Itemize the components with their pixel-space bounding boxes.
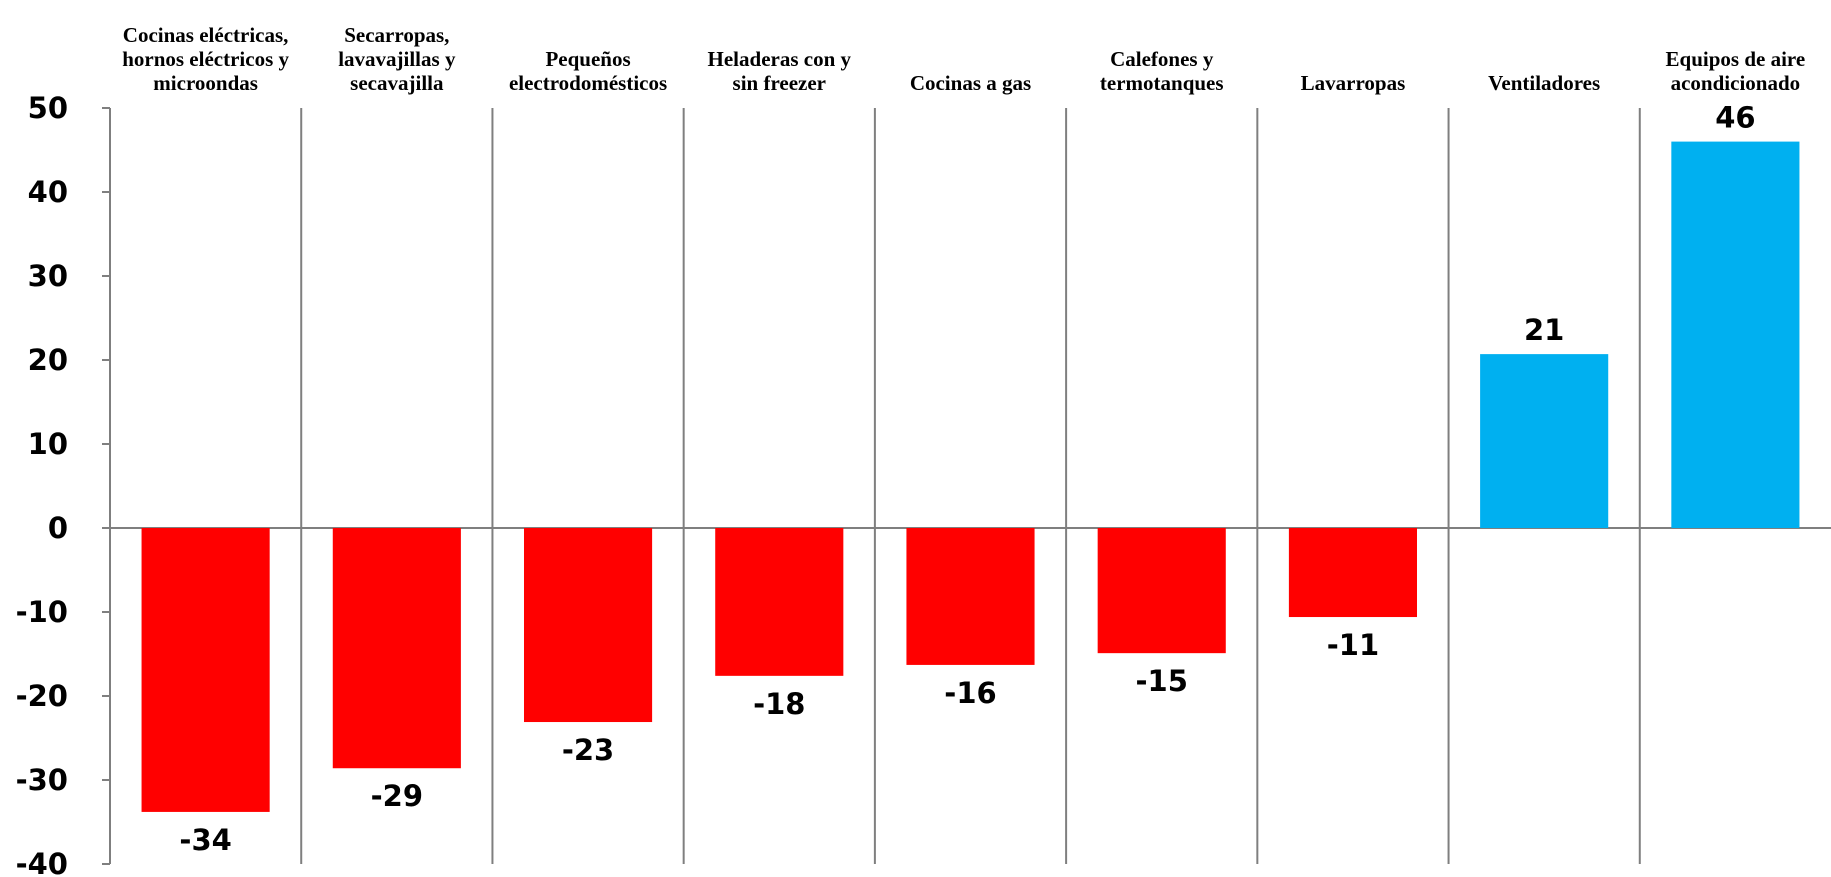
category-label: acondicionado (1671, 71, 1801, 95)
data-label: 46 (1715, 101, 1755, 135)
category-label: Pequeños (545, 47, 630, 71)
category-label: Heladeras con y (708, 47, 852, 71)
y-tick-label: 50 (28, 91, 68, 125)
category-label: secavajilla (350, 71, 444, 95)
data-label: -34 (179, 823, 231, 857)
data-label: -23 (562, 733, 614, 767)
category-label: termotanques (1100, 71, 1224, 95)
y-tick-label: 30 (28, 259, 68, 293)
data-label: -11 (1327, 628, 1379, 662)
bar (332, 528, 461, 769)
category-label: Lavarropas (1301, 71, 1406, 95)
category-label: Calefones y (1110, 47, 1214, 71)
bars (141, 141, 1800, 812)
category-separators (300, 108, 1641, 864)
category-label: Ventiladores (1488, 71, 1600, 95)
y-tick-label: -30 (16, 763, 68, 797)
y-tick-label: 10 (28, 427, 68, 461)
bar (906, 528, 1035, 665)
bar (141, 528, 270, 812)
category-label: sin freezer (733, 71, 826, 95)
category-label: Cocinas a gas (910, 71, 1031, 95)
bar (1097, 528, 1226, 654)
data-label: -16 (944, 676, 996, 710)
category-label: lavavajillas y (338, 47, 456, 71)
category-label: Equipos de aire (1666, 47, 1806, 71)
bar (1671, 141, 1800, 528)
category-labels: Cocinas eléctricas,hornos eléctricos ymi… (122, 23, 1805, 95)
data-label: -15 (1136, 664, 1188, 698)
bar (523, 528, 653, 723)
bar (1480, 354, 1609, 528)
bar (1288, 528, 1418, 618)
category-label: Secarropas, (344, 23, 449, 47)
y-tick-label: -20 (16, 679, 68, 713)
category-label: Cocinas eléctricas, (123, 23, 289, 47)
y-tick-label: 20 (28, 343, 68, 377)
y-tick-label: 0 (48, 511, 68, 545)
category-label: hornos eléctricos y (122, 47, 289, 71)
category-label: electrodomésticos (509, 71, 667, 95)
data-labels: -34 -29 -23 -18 -16 -15 -11 21 46 (179, 101, 1755, 857)
data-label: -29 (371, 779, 423, 813)
y-tick-label: -10 (16, 595, 68, 629)
category-label: microondas (153, 71, 258, 95)
y-tick-label: -40 (16, 847, 68, 877)
data-label: 21 (1524, 313, 1564, 347)
y-tick-label: 40 (28, 175, 68, 209)
bar (715, 528, 844, 676)
data-label: -18 (753, 687, 805, 721)
